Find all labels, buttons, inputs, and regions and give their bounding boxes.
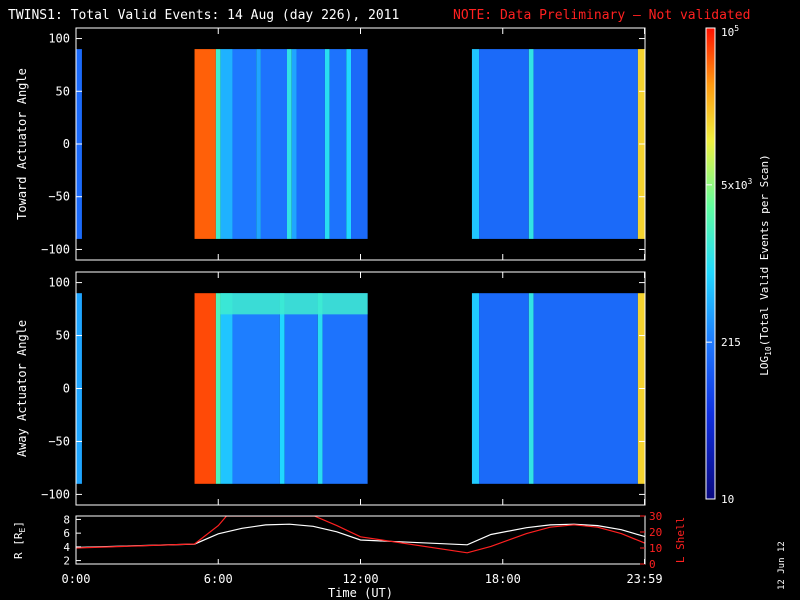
heatmap-column bbox=[194, 293, 216, 484]
heatmap-column bbox=[322, 293, 368, 484]
heatmap-column bbox=[194, 49, 216, 239]
left-y-axis-label: R [RE] bbox=[12, 521, 27, 559]
heatmap-column bbox=[479, 293, 529, 484]
heatmap-column bbox=[256, 49, 261, 239]
heatmap-column bbox=[351, 49, 368, 239]
x-tick-label: 0:00 bbox=[62, 572, 91, 586]
heatmap-band bbox=[220, 293, 368, 315]
heatmap-column bbox=[215, 293, 221, 484]
heatmap-column bbox=[232, 49, 257, 239]
heatmap-column bbox=[232, 293, 280, 484]
radius-line bbox=[76, 523, 645, 549]
y-axis-label: Toward Actuator Angle bbox=[15, 68, 29, 220]
y-tick-label: 0 bbox=[63, 382, 70, 396]
heatmap-column bbox=[260, 49, 288, 239]
heatmap-column bbox=[296, 49, 325, 239]
x-tick-label: 6:00 bbox=[204, 572, 233, 586]
y-tick-label: 6 bbox=[63, 527, 70, 540]
x-tick-label: 23:59 bbox=[626, 572, 662, 586]
heatmap-column bbox=[284, 293, 318, 484]
x-tick-label: 18:00 bbox=[485, 572, 521, 586]
y-tick-label: 8 bbox=[63, 513, 70, 526]
heatmap-column bbox=[291, 49, 297, 239]
right-y-tick-label: 10 bbox=[649, 542, 662, 555]
heatmap-column bbox=[329, 49, 347, 239]
heatmap-column bbox=[533, 293, 638, 484]
colorbar-label: LOG10(Total Valid Events per Scan) bbox=[758, 154, 773, 376]
heatmap-column bbox=[324, 49, 330, 239]
y-tick-label: 100 bbox=[48, 32, 70, 46]
right-y-tick-label: 20 bbox=[649, 526, 662, 539]
toward-angle-panel: 100 50 0 −50 −100 Toward Actuator Angle bbox=[15, 27, 646, 261]
y-tick-label: −50 bbox=[48, 190, 70, 204]
right-y-tick-label: 30 bbox=[649, 510, 662, 523]
heatmap-column bbox=[471, 293, 480, 484]
colorbar-tick-label: 5x103 bbox=[721, 177, 753, 192]
l-shell-line bbox=[76, 516, 645, 554]
right-y-tick-label: 0 bbox=[649, 558, 656, 571]
colorbar-tick-label: 10 bbox=[721, 493, 734, 506]
heatmap-column bbox=[220, 49, 233, 239]
heatmap-column bbox=[220, 293, 233, 484]
y-tick-label: 50 bbox=[56, 84, 70, 98]
heatmap-column bbox=[528, 293, 534, 484]
x-tick-label: 12:00 bbox=[342, 572, 378, 586]
away-angle-panel: 100 50 0 −50 −100 Away Actuator Angle bbox=[15, 271, 646, 506]
right-y-axis-label: L Shell bbox=[674, 517, 687, 563]
heatmap-column bbox=[346, 49, 352, 239]
colorbar-tick-label: 215 bbox=[721, 336, 741, 349]
colorbar-scale bbox=[705, 27, 716, 500]
heatmap-column bbox=[317, 293, 323, 484]
heatmap-column bbox=[215, 49, 221, 239]
preliminary-note: NOTE: Data Preliminary — Not validated bbox=[453, 8, 750, 23]
y-tick-label: 4 bbox=[63, 541, 70, 554]
heatmap-column bbox=[279, 293, 285, 484]
y-tick-label: −100 bbox=[41, 487, 70, 501]
y-tick-label: 0 bbox=[63, 137, 70, 151]
y-tick-label: −100 bbox=[41, 242, 70, 256]
x-axis-label: Time (UT) bbox=[328, 586, 393, 600]
y-tick-label: 2 bbox=[63, 555, 70, 568]
chart-title: TWINS1: Total Valid Events: 14 Aug (day … bbox=[8, 8, 399, 23]
colorbar: LOG10(Total Valid Events per Scan) 10 215… bbox=[705, 24, 773, 506]
plot-date: 12 Jun 12 bbox=[777, 541, 787, 590]
heatmap-column bbox=[287, 49, 292, 239]
y-tick-label: −50 bbox=[48, 434, 70, 448]
colorbar-tick-label: 105 bbox=[721, 24, 739, 39]
heatmap-column bbox=[528, 49, 534, 239]
y-axis-label: Away Actuator Angle bbox=[15, 320, 29, 457]
y-tick-label: 100 bbox=[48, 276, 70, 290]
heatmap-column bbox=[471, 49, 480, 239]
y-tick-label: 50 bbox=[56, 329, 70, 343]
heatmap-column bbox=[479, 49, 529, 239]
heatmap-column bbox=[533, 49, 638, 239]
